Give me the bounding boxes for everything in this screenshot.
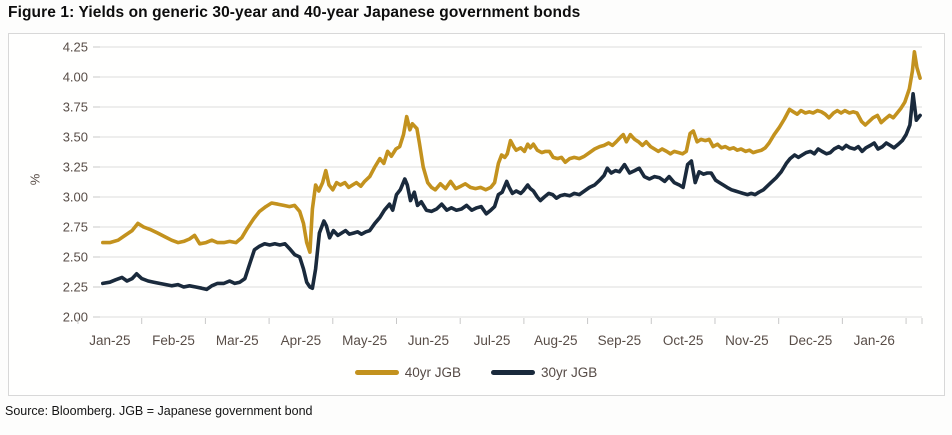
source-note: Source: Bloomberg. JGB = Japanese govern… <box>5 404 313 418</box>
chart-container <box>8 33 945 396</box>
chart-legend: 40yr JGB 30yr JGB <box>0 365 952 380</box>
legend-item-40yr-jgb: 40yr JGB <box>354 365 461 380</box>
legend-swatch-40yr-icon <box>354 370 399 375</box>
figure-title: Figure 1: Yields on generic 30-year and … <box>8 4 581 21</box>
legend-item-30yr-jgb: 30yr JGB <box>491 365 597 380</box>
legend-label-30yr: 30yr JGB <box>541 365 598 380</box>
legend-label-40yr: 40yr JGB <box>404 365 461 380</box>
legend-swatch-30yr-icon <box>491 370 535 375</box>
y-axis-label: % <box>27 173 43 186</box>
